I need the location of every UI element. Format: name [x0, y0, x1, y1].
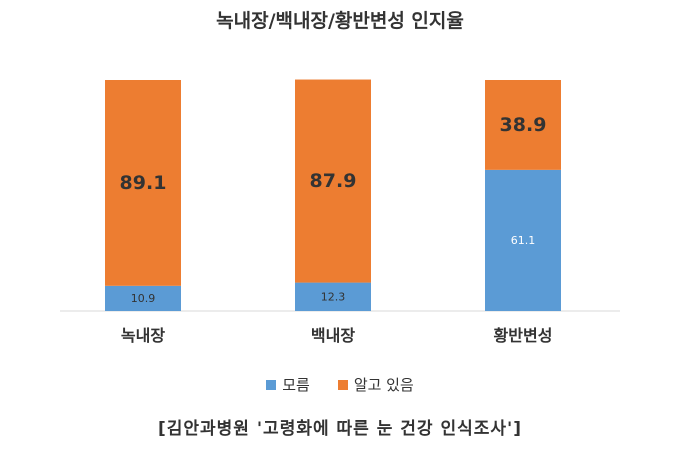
legend-label-unknown: 모름: [282, 376, 310, 394]
stacked-bar-chart: 10.9 89.1 12.3 87.9 61.1 38.9 녹내장 백내장 황반변성: [60, 79, 620, 345]
data-label-known-0: 89.1: [120, 172, 167, 194]
data-label-unknown-0: 10.9: [131, 292, 156, 305]
bar-unknown-2: [485, 169, 561, 311]
data-label-known-2: 38.9: [500, 114, 547, 136]
data-label-unknown-2: 61.1: [511, 234, 536, 247]
source-note: [김안과병원 '고령화에 따른 눈 건강 인식조사']: [157, 419, 523, 439]
data-label-unknown-1: 12.3: [321, 290, 346, 303]
legend-swatch-unknown: [266, 379, 277, 390]
chart-title: 녹내장/백내장/황반변성 인지율: [216, 10, 464, 32]
bars-layer: [105, 79, 561, 311]
data-label-known-1: 87.9: [310, 170, 357, 192]
category-labels: 녹내장 백내장 황반변성: [121, 326, 553, 345]
category-label-1: 백내장: [311, 326, 355, 345]
bar-unknown-0: [105, 285, 181, 311]
bar-unknown-1: [295, 282, 371, 311]
bar-known-0: [105, 80, 181, 286]
category-label-0: 녹내장: [121, 326, 165, 345]
labels-layer: 10.9 89.1 12.3 87.9 61.1 38.9: [120, 114, 547, 305]
legend-item-unknown: 모름: [266, 374, 310, 395]
legend-label-known: 알고 있음: [353, 376, 414, 394]
category-label-2: 황반변성: [494, 326, 553, 345]
legend: 모름 알고 있음: [0, 374, 680, 395]
bar-known-2: [485, 80, 561, 170]
bar-known-1: [295, 79, 371, 283]
legend-item-known: 알고 있음: [337, 374, 414, 395]
legend-swatch-known: [337, 379, 348, 390]
